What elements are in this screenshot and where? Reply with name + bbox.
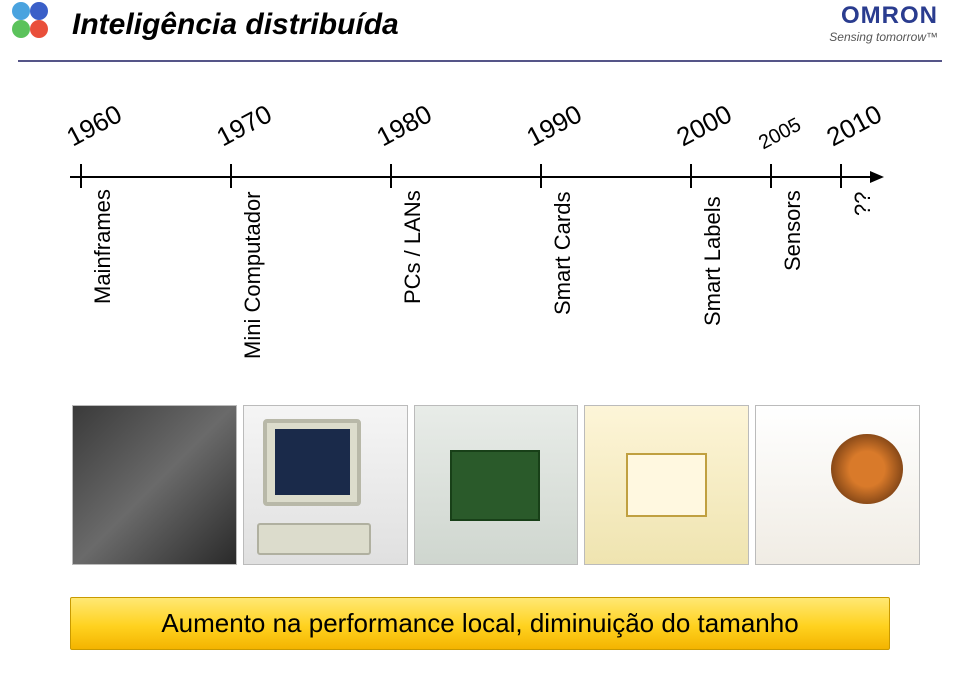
logo-dot	[30, 20, 48, 38]
timeline-tick	[230, 164, 232, 188]
illustration-placeholder	[243, 405, 408, 565]
timeline-label: ??	[850, 192, 876, 216]
slide-title: Inteligência distribuída	[72, 8, 399, 42]
timeline-label: Smart Labels	[700, 196, 726, 326]
timeline-tick	[690, 164, 692, 188]
timeline-tick	[390, 164, 392, 188]
timeline-tick	[770, 164, 772, 188]
footer-banner: Aumento na performance local, diminuição…	[70, 597, 890, 650]
timeline-label: Smart Cards	[550, 192, 576, 315]
timeline-tick	[840, 164, 842, 188]
timeline-label: Sensors	[780, 190, 806, 271]
timeline-year: 1970	[211, 98, 277, 153]
timeline-year: 1980	[371, 98, 437, 153]
timeline-year: 2010	[821, 98, 887, 153]
timeline-tick	[540, 164, 542, 188]
timeline-label: Mainframes	[90, 189, 116, 304]
brand-tagline: Sensing tomorrow™	[829, 30, 938, 44]
timeline-arrowhead	[870, 171, 884, 183]
timeline-label: PCs / LANs	[400, 190, 426, 304]
illustration-placeholder	[584, 405, 749, 565]
timeline-year: 1990	[521, 98, 587, 153]
timeline-axis	[70, 176, 870, 178]
brand-block: OMRON Sensing tomorrow™	[829, 4, 938, 44]
illustration-placeholder	[72, 405, 237, 565]
timeline-year: 2005	[755, 114, 805, 155]
timeline-year: 1960	[61, 98, 127, 153]
logo-dot	[12, 2, 30, 20]
illustration-row	[72, 405, 920, 565]
brand-name: OMRON	[829, 4, 938, 28]
illustration-placeholder	[414, 405, 579, 565]
slide-header: Inteligência distribuída OMRON Sensing t…	[18, 0, 942, 62]
timeline-label: Mini Computador	[240, 191, 266, 359]
logo-dot	[12, 20, 30, 38]
timeline-tick	[80, 164, 82, 188]
timeline-year: 2000	[671, 98, 737, 153]
illustration-placeholder	[755, 405, 920, 565]
logo-dot	[30, 2, 48, 20]
